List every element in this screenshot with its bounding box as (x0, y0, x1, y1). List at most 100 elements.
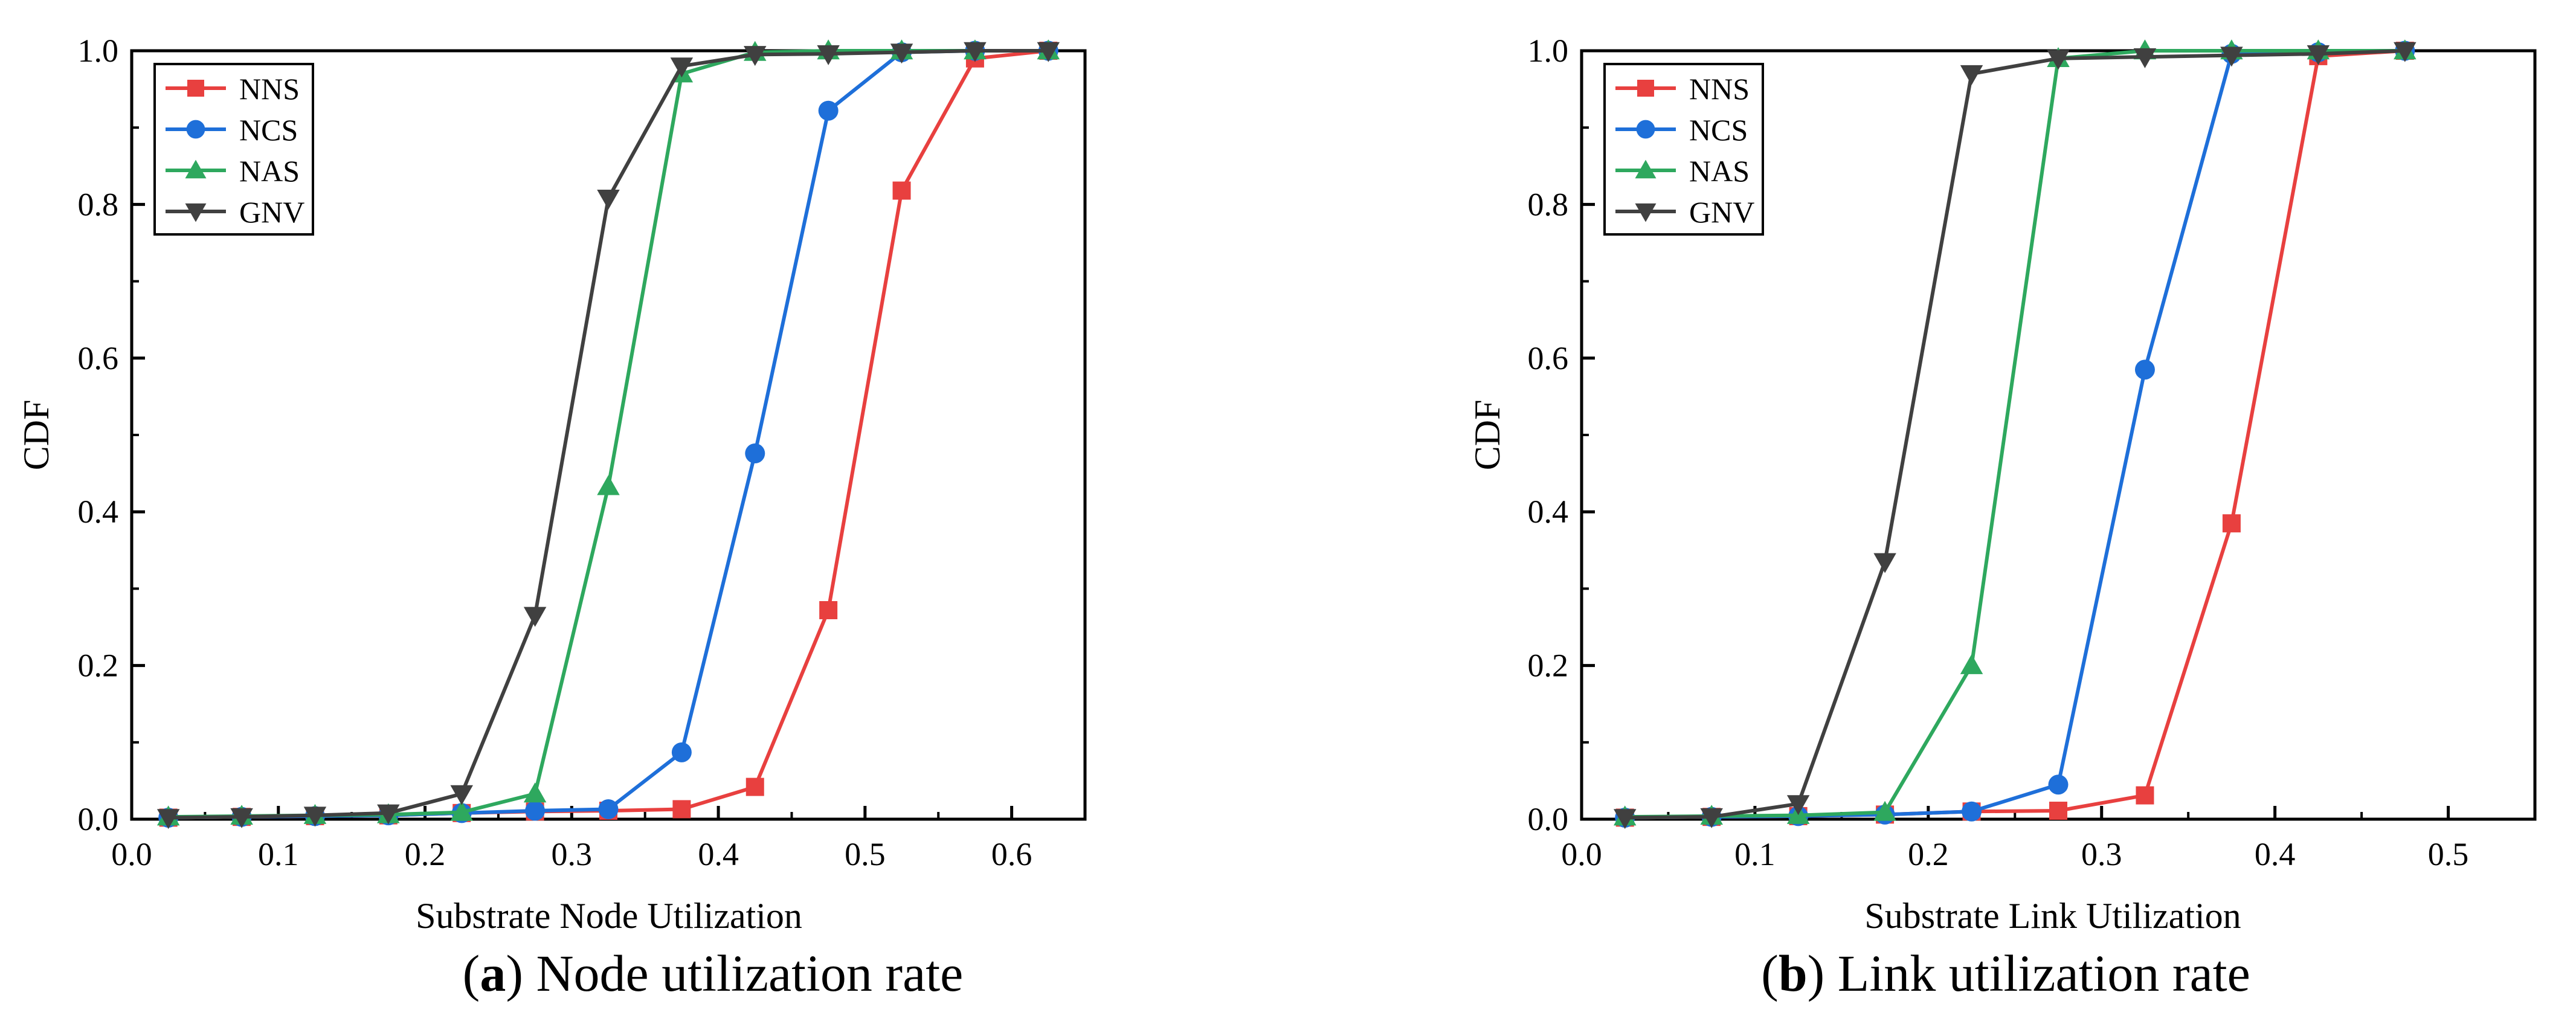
data-point-nas (1873, 800, 1896, 821)
data-point-nns (2049, 802, 2067, 820)
y-tick-label: 0.2 (1528, 648, 1569, 684)
data-point-gnv (670, 57, 694, 78)
data-point-nns (745, 777, 764, 796)
x-tick-label: 0.1 (1734, 836, 1776, 872)
legend-label-gnv: GNV (239, 195, 304, 229)
y-tick-label: 0.6 (78, 340, 119, 376)
y-tick-label: 0.4 (1528, 494, 1569, 530)
data-point-gnv (450, 785, 473, 805)
legend-marker-nas (185, 159, 207, 179)
x-tick-label: 0.2 (405, 836, 446, 872)
x-axis-label: Substrate Link Utilization (1864, 896, 2241, 936)
data-point-gnv (2220, 47, 2243, 67)
panel-link-utilization: 0.0 0.1 0.2 0.3 0.4 0.5 0.0 0.2 0.4 0.6 0.8 1.0 Subs… (1467, 33, 2537, 936)
data-point-nas (1960, 654, 1983, 674)
x-tick-label: 0.3 (2081, 836, 2122, 872)
data-point-gnv (156, 809, 180, 829)
legend-label-nns: NNS (239, 72, 300, 106)
y-axis-label: CDF (16, 400, 56, 471)
y-tick-label: 0.0 (1528, 801, 1569, 837)
caption-b-open: ( (1761, 944, 1779, 1002)
legend-marker-ncs (186, 120, 205, 139)
legend: NNS NCS NAS GNV (1603, 63, 1764, 236)
data-point-ncs (818, 100, 839, 121)
data-point-nns (672, 800, 691, 819)
x-tick-label: 0.4 (698, 836, 739, 872)
data-point-gnv (377, 804, 400, 825)
y-tick-label: 0.6 (1528, 340, 1569, 376)
y-tick-label: 1.0 (1528, 33, 1569, 69)
legend-marker-gnv (1635, 203, 1657, 222)
data-point-ncs (1962, 801, 1982, 822)
legend-marker-nns (1637, 80, 1654, 97)
legend-marker-nns (187, 80, 204, 97)
data-point-ncs (598, 799, 619, 819)
y-tick-label: 0.2 (78, 648, 119, 684)
data-point-gnv (744, 46, 767, 66)
data-point-gnv (1786, 795, 1810, 816)
data-point-nas (523, 782, 547, 803)
legend-box (153, 63, 314, 236)
caption-a-open: ( (463, 944, 480, 1002)
caption-a-letter: a (480, 944, 506, 1002)
data-point-gnv (817, 45, 840, 65)
x-tick-label: 0.2 (1908, 836, 1949, 872)
data-point-gnv (2047, 50, 2070, 70)
legend-marker-gnv (185, 203, 207, 222)
caption-a: (a) Node utilization rate (463, 944, 964, 1002)
data-point-gnv (523, 607, 547, 627)
legend-marker-nas (1635, 159, 1657, 179)
x-tick-label: 0.0 (111, 836, 152, 872)
x-tick-label: 0.4 (2255, 836, 2296, 872)
y-tick-label: 0.0 (78, 801, 119, 837)
x-axis-label: Substrate Node Utilization (416, 896, 802, 936)
y-tick-label: 0.8 (78, 186, 119, 222)
legend-label-nas: NAS (239, 154, 300, 188)
data-point-ncs (2134, 359, 2155, 380)
legend-box (1603, 63, 1764, 236)
y-tick-label: 0.4 (78, 494, 119, 530)
data-point-gnv (303, 806, 327, 827)
data-point-gnv (597, 189, 620, 210)
caption-b-text: ) Link utilization rate (1808, 944, 2250, 1002)
data-point-nas (450, 800, 473, 821)
data-point-gnv (2307, 45, 2330, 65)
x-tick-label: 0.1 (258, 836, 299, 872)
data-point-nns (819, 601, 838, 620)
panel-node-utilization: 0.0 0.1 0.2 0.3 0.4 0.5 0.6 0.0 0.2 0.4 0.6 0.8 1.0 S… (16, 33, 1087, 936)
data-point-ncs (745, 443, 765, 464)
data-point-ncs (671, 742, 692, 762)
data-point-gnv (1613, 809, 1637, 829)
x-tick-label: 0.3 (552, 836, 593, 872)
data-point-gnv (1037, 42, 1060, 62)
legend-marker-ncs (1636, 120, 1655, 139)
legend-label-nas: NAS (1689, 154, 1750, 188)
series-line-gnv (1624, 49, 2405, 820)
legend-label-ncs: NCS (1689, 113, 1748, 147)
data-point-gnv (2394, 42, 2417, 62)
data-point-gnv (1873, 553, 1896, 573)
x-tick-label: 0.5 (845, 836, 886, 872)
caption-a-text: ) Node utilization rate (506, 944, 963, 1002)
legend: NNS NCS NAS GNV (153, 63, 314, 236)
y-axis-label: CDF (1467, 400, 1507, 471)
data-point-nns (892, 181, 911, 200)
series-gnv (1613, 42, 2417, 829)
x-tick-label: 0.6 (991, 836, 1032, 872)
data-point-nns (2222, 514, 2241, 533)
caption-b: (b) Link utilization rate (1761, 944, 2250, 1002)
data-point-gnv (890, 43, 913, 64)
data-point-gnv (230, 808, 253, 828)
data-point-nns (2136, 786, 2154, 805)
data-point-ncs (525, 800, 546, 821)
data-point-gnv (964, 42, 987, 62)
data-point-ncs (2048, 774, 2069, 795)
caption-b-letter: b (1779, 944, 1808, 1002)
legend-label-nns: NNS (1689, 72, 1750, 106)
legend-label-gnv: GNV (1689, 195, 1754, 229)
data-point-gnv (1700, 808, 1723, 828)
series-line-nas (1624, 49, 2405, 819)
data-point-gnv (1960, 65, 1983, 85)
series-gnv (156, 42, 1060, 829)
